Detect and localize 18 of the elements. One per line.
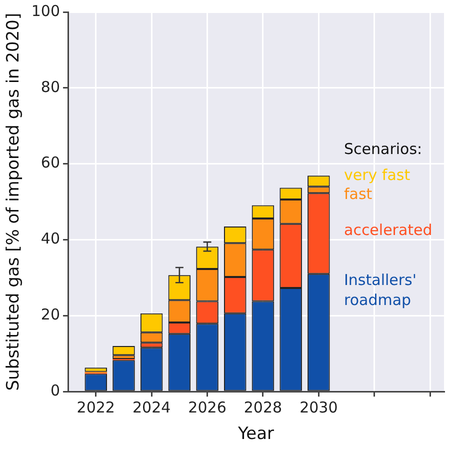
series-label: fast (344, 184, 372, 203)
x-tick-label: 2022 (76, 398, 115, 416)
y-tick-label: 100 (31, 2, 60, 20)
x-tick-label: 2024 (132, 398, 171, 416)
y-tick-label: 40 (40, 230, 60, 248)
y-tick-label: 60 (40, 154, 60, 172)
y-tick-label: 20 (40, 306, 60, 324)
x-axis-title: Year (237, 424, 274, 444)
x-tick-label: 2028 (244, 398, 282, 416)
series-label: Installers' roadmap (344, 270, 416, 309)
y-tick-label: 0 (50, 381, 60, 400)
series-label: accelerated (344, 220, 432, 239)
y-axis-title: Substituted gas [% of imported gas in 2020] (4, 12, 24, 391)
x-tick-label: 2030 (300, 398, 338, 416)
legend-title: Scenarios: (344, 140, 422, 158)
x-tick-label: 2026 (188, 398, 226, 416)
y-tick-label: 80 (40, 78, 60, 96)
series-label: very fast (344, 166, 410, 184)
